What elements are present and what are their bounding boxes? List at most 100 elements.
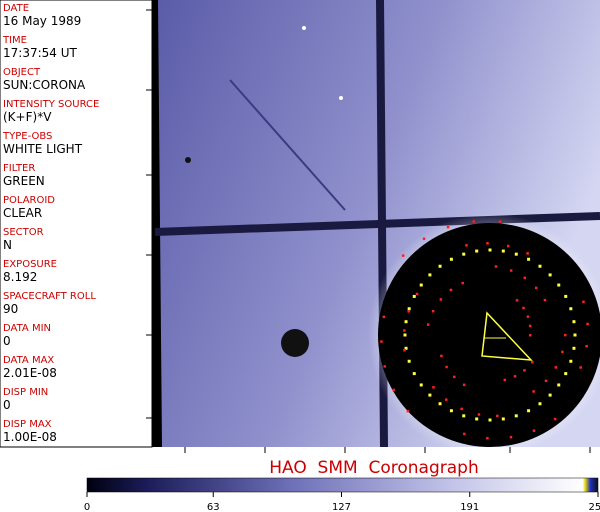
- colorbar: [86, 477, 599, 493]
- spot: [281, 329, 309, 357]
- marker-dot: [472, 220, 476, 223]
- marker-dot: [477, 413, 481, 416]
- field-value: 8.192: [3, 270, 37, 284]
- field-label: DATE: [3, 3, 29, 14]
- ring-dot: [449, 257, 453, 261]
- ring-dot: [449, 409, 453, 413]
- ring-dot: [548, 393, 552, 397]
- ring-dot: [557, 283, 561, 287]
- field-label: OBJECT: [3, 67, 41, 78]
- marker-dot: [544, 379, 548, 383]
- ring-dot: [428, 273, 432, 277]
- marker-dot: [526, 315, 530, 318]
- marker-dot: [531, 360, 534, 364]
- marker-dot: [407, 310, 410, 313]
- ring-dot: [538, 402, 542, 406]
- field-value: (K+F)*V: [3, 110, 52, 124]
- streak: [229, 79, 346, 211]
- marker-dot: [523, 276, 527, 280]
- ring-dot: [462, 414, 466, 418]
- field-value: 2.01E-08: [3, 366, 57, 380]
- marker-dot: [392, 388, 395, 392]
- ring-dot: [488, 248, 492, 252]
- marker-dot: [543, 298, 547, 302]
- marker-dot: [406, 409, 410, 413]
- ring-dot: [475, 249, 479, 253]
- colorbar-tick-label: 191: [460, 502, 479, 512]
- ring-dot: [419, 283, 423, 287]
- field-label: TYPE-OBS: [2, 131, 52, 142]
- marker-dot: [486, 436, 489, 440]
- ring-dot: [438, 402, 442, 406]
- marker-dot: [496, 414, 499, 418]
- info-panel: [0, 0, 153, 448]
- colorbar-tick-label: 127: [332, 502, 351, 512]
- marker-dot: [582, 300, 585, 304]
- marker-dot: [415, 292, 419, 296]
- field-label: POLAROID: [3, 195, 55, 206]
- marker-dot: [586, 322, 589, 326]
- field-value: 0: [3, 334, 11, 348]
- marker-dot: [462, 383, 466, 387]
- marker-dot: [440, 354, 443, 358]
- marker-dot: [401, 254, 405, 257]
- field-label: DATA MAX: [3, 355, 54, 366]
- ring-dot: [572, 346, 576, 350]
- ring-dot: [557, 383, 561, 387]
- field-label: SECTOR: [3, 227, 44, 238]
- field-value: 90: [3, 302, 18, 316]
- field-value: 0: [3, 398, 11, 412]
- marker-dot: [529, 334, 532, 337]
- marker-dot: [526, 252, 529, 255]
- ring-dot: [527, 409, 531, 413]
- marker-dot: [422, 237, 426, 241]
- marker-dot: [553, 417, 557, 421]
- marker-dot: [382, 315, 386, 319]
- field-value: CLEAR: [3, 206, 42, 220]
- marker-dot: [461, 281, 464, 285]
- marker-dot: [403, 329, 406, 332]
- marker-dot: [445, 365, 448, 369]
- ring-dot: [501, 417, 505, 421]
- ring-dot: [514, 252, 518, 256]
- marker-dot: [460, 407, 463, 411]
- ring-dot: [428, 393, 432, 397]
- marker-dot: [507, 244, 510, 248]
- marker-dot: [453, 375, 456, 379]
- marker-dot: [426, 323, 430, 326]
- ring-dot: [419, 383, 423, 387]
- ring-dot: [548, 273, 552, 277]
- spot: [185, 157, 191, 163]
- marker-dot: [532, 390, 535, 393]
- field-label: SPACECRAFT ROLL: [3, 291, 96, 302]
- ring-dot: [538, 264, 542, 268]
- occulter: [378, 223, 600, 447]
- colorbar-tick-label: 255: [588, 502, 600, 512]
- ring-dot: [407, 307, 411, 311]
- ring-dot: [412, 372, 416, 376]
- marker-dot: [432, 386, 435, 389]
- ring-dot: [407, 359, 411, 363]
- marker-dot: [439, 298, 443, 301]
- field-label: EXPOSURE: [3, 259, 57, 270]
- field-value: 16 May 1989: [3, 14, 81, 28]
- field-label: DISP MIN: [3, 387, 48, 398]
- ring-dot: [569, 307, 573, 311]
- field-value: 1.00E-08: [3, 430, 57, 444]
- star: [339, 96, 343, 100]
- marker-dot: [509, 269, 513, 272]
- field-label: DISP MAX: [3, 419, 52, 430]
- marker-dot: [522, 306, 525, 310]
- marker-dot: [486, 242, 489, 245]
- ring-dot: [514, 414, 518, 418]
- ring-dot: [573, 333, 577, 337]
- marker-dot: [563, 333, 567, 337]
- triangle-overlay: [481, 311, 533, 361]
- marker-dot: [515, 299, 519, 302]
- marker-dot: [494, 265, 498, 268]
- marker-dot: [513, 375, 517, 378]
- star: [302, 26, 306, 30]
- marker-dot: [380, 340, 383, 343]
- field-value: 17:37:54 UT: [3, 46, 77, 60]
- ring-dot: [404, 320, 408, 324]
